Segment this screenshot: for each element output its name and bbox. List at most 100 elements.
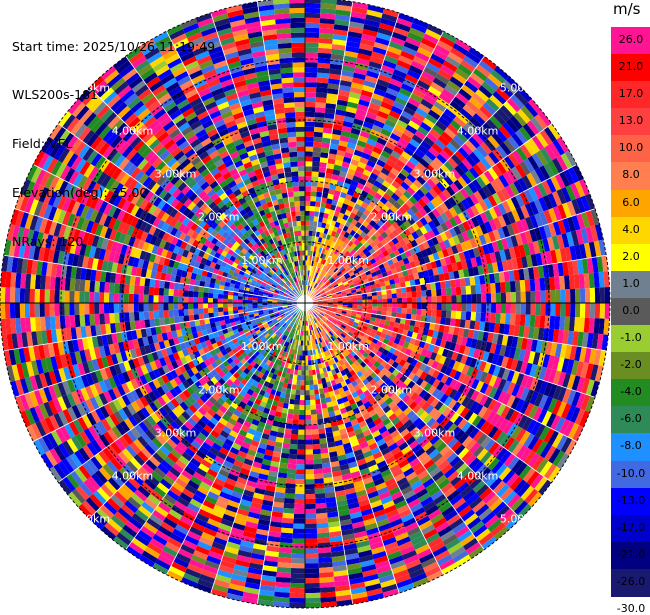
velocity-bin [438, 273, 445, 282]
velocity-bin [414, 278, 421, 286]
velocity-bin [511, 166, 522, 181]
velocity-bin [341, 279, 348, 284]
velocity-bin [416, 303, 422, 310]
velocity-bin [559, 275, 566, 290]
velocity-bin [366, 160, 376, 168]
velocity-bin [442, 188, 452, 200]
velocity-bin [344, 285, 351, 290]
velocity-bin [570, 303, 576, 318]
velocity-bin [350, 236, 357, 243]
velocity-bin [537, 182, 548, 198]
velocity-bin [539, 165, 551, 181]
velocity-bin [400, 318, 406, 325]
velocity-bin [565, 185, 576, 201]
velocity-bin [330, 264, 335, 270]
velocity-bin [305, 290, 307, 295]
velocity-bin [450, 47, 466, 60]
velocity-bin [357, 266, 364, 272]
velocity-bin [381, 311, 387, 316]
velocity-bin [398, 55, 413, 66]
velocity-bin [362, 299, 368, 303]
velocity-bin [305, 484, 315, 490]
velocity-bin [398, 276, 405, 283]
velocity-bin [330, 241, 336, 248]
velocity-bin [341, 161, 351, 169]
velocity-bin [572, 331, 579, 347]
velocity-bin [469, 276, 476, 286]
velocity-bin [305, 245, 308, 251]
velocity-bin [456, 294, 462, 303]
velocity-bin [334, 14, 351, 22]
velocity-bin [423, 136, 435, 147]
velocity-bin [409, 138, 421, 149]
velocity-bin [490, 69, 506, 84]
velocity-bin [365, 270, 372, 276]
velocity-bin [438, 241, 447, 251]
velocity-bin [305, 503, 316, 509]
velocity-bin [387, 298, 393, 303]
velocity-bin [347, 303, 353, 306]
velocity-bin [332, 226, 339, 233]
velocity-bin [348, 91, 361, 100]
velocity-bin [462, 268, 470, 278]
velocity-bin [421, 309, 427, 316]
velocity-bin [549, 315, 556, 330]
velocity-bin [493, 217, 502, 230]
velocity-bin [339, 275, 345, 280]
velocity-bin [593, 272, 600, 288]
velocity-bin [488, 322, 496, 333]
velocity-bin [363, 234, 371, 242]
velocity-bin [358, 135, 369, 143]
velocity-bin [318, 268, 323, 274]
velocity-bin [403, 128, 415, 139]
velocity-bin [537, 265, 545, 279]
velocity-bin [350, 82, 364, 90]
velocity-bin [307, 245, 311, 251]
velocity-bin [313, 458, 322, 465]
velocity-bin [407, 97, 421, 108]
velocity-bin [523, 243, 531, 257]
velocity-bin [314, 236, 319, 242]
velocity-bin [305, 235, 309, 241]
velocity-bin [556, 234, 565, 249]
velocity-bin [305, 72, 318, 78]
velocity-bin [402, 297, 408, 303]
velocity-bin [316, 262, 321, 268]
velocity-bin [317, 221, 323, 228]
velocity-bin [486, 293, 492, 303]
velocity-bin [320, 264, 325, 270]
velocity-bin [305, 518, 317, 524]
velocity-bin [487, 135, 500, 149]
velocity-bin [415, 219, 424, 229]
velocity-bin [489, 94, 504, 109]
velocity-bin [394, 22, 411, 33]
velocity-bin [381, 204, 390, 213]
velocity-bin [313, 271, 317, 277]
velocity-bin [345, 258, 352, 265]
velocity-bin [391, 293, 397, 299]
velocity-bin [425, 283, 432, 291]
velocity-bin [521, 256, 528, 269]
velocity-bin [350, 242, 357, 250]
velocity-bin [369, 219, 377, 228]
velocity-bin [400, 181, 410, 191]
velocity-bin [360, 89, 374, 98]
velocity-bin [557, 262, 564, 277]
velocity-bin [508, 270, 515, 282]
velocity-bin [567, 260, 574, 276]
velocity-bin [312, 448, 321, 455]
velocity-bin [495, 87, 511, 102]
velocity-bin [316, 87, 328, 94]
velocity-bin [418, 243, 426, 252]
velocity-bin [313, 289, 317, 294]
velocity-bin [280, 527, 294, 534]
velocity-bin [414, 148, 426, 159]
velocity-bin [377, 299, 383, 303]
velocity-bin [323, 117, 335, 124]
velocity-bin [345, 266, 352, 273]
velocity-bin [452, 43, 469, 56]
velocity-bin [459, 187, 470, 199]
velocity-bin [279, 542, 293, 549]
velocity-bin [351, 289, 357, 294]
velocity-bin [400, 264, 407, 272]
